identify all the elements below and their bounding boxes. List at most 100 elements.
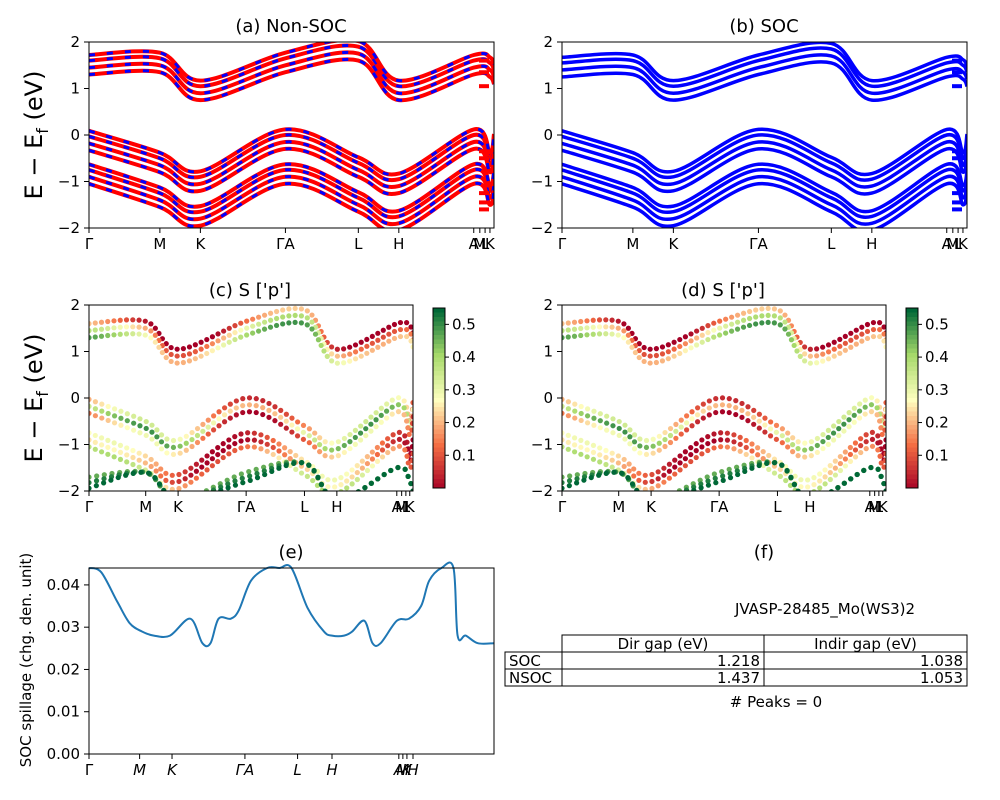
- scatter-point: [565, 399, 571, 405]
- scatter-point: [118, 415, 124, 421]
- scatter-point: [250, 316, 256, 322]
- scatter-point: [344, 471, 350, 477]
- scatter-point: [251, 444, 258, 450]
- scatter-point: [180, 352, 187, 359]
- scatter-point: [874, 398, 880, 404]
- scatter-point: [322, 439, 328, 445]
- scatter-point: [190, 494, 195, 499]
- y-tick-label: 2: [543, 296, 553, 314]
- colorbar-segment: [906, 402, 918, 408]
- scatter-point: [877, 453, 883, 459]
- x-tick-label: K: [878, 498, 889, 516]
- scatter-point: [719, 469, 725, 475]
- scatter-point: [863, 439, 869, 445]
- colorbar-segment: [906, 474, 918, 480]
- scatter-point: [189, 443, 195, 450]
- scatter-point: [655, 476, 661, 482]
- scatter-point: [270, 444, 276, 451]
- scatter-point: [773, 422, 780, 428]
- scatter-point: [751, 407, 757, 413]
- scatter-point: [176, 485, 182, 491]
- x-tick-label: Γ: [85, 498, 94, 516]
- scatter-point: [739, 407, 745, 413]
- scatter-point: [354, 463, 360, 469]
- scatter-point: [373, 417, 379, 423]
- scatter-point: [771, 470, 778, 476]
- scatter-point: [562, 444, 565, 450]
- scatter-point: [137, 416, 143, 422]
- scatter-point: [306, 462, 312, 468]
- scatter-point: [124, 418, 130, 424]
- scatter-point: [341, 449, 347, 456]
- scatter-point: [402, 447, 408, 453]
- scatter-point: [837, 350, 843, 356]
- scatter-point: [724, 437, 731, 443]
- scatter-point: [342, 496, 347, 501]
- scatter-point: [317, 435, 323, 441]
- scatter-point: [567, 473, 573, 479]
- scatter-point: [233, 412, 239, 418]
- scatter-point: [578, 417, 584, 424]
- scatter-point: [705, 440, 711, 447]
- scatter-point: [276, 441, 282, 447]
- scatter-point: [731, 446, 737, 452]
- scatter-point: [143, 418, 149, 425]
- scatter-point: [342, 496, 347, 501]
- scatter-point: [174, 346, 180, 352]
- scatter-point: [158, 473, 164, 479]
- scatter-point: [123, 331, 130, 337]
- scatter-point: [584, 325, 590, 331]
- scatter-point: [694, 328, 700, 334]
- scatter-point: [749, 448, 755, 454]
- scatter-point: [636, 470, 642, 476]
- scatter-point: [689, 423, 695, 429]
- scatter-point: [883, 488, 886, 491]
- scatter-point: [404, 326, 410, 333]
- scatter-point: [743, 437, 749, 444]
- scatter-point: [163, 477, 169, 483]
- scatter-point: [186, 358, 193, 364]
- scatter-point: [822, 481, 828, 487]
- scatter-point: [283, 462, 289, 469]
- scatter-point: [309, 312, 315, 318]
- scatter-point: [578, 444, 584, 450]
- scatter-point: [631, 466, 637, 472]
- scatter-point: [341, 360, 347, 366]
- x-tick-label: Γ: [85, 761, 94, 779]
- scatter-point: [717, 318, 723, 324]
- scatter-point: [226, 451, 232, 457]
- colorbar-segment: [433, 357, 445, 363]
- scatter-point: [597, 459, 603, 465]
- x-tick-label: M: [868, 498, 881, 516]
- scatter-point: [719, 402, 726, 408]
- colorbar-segment: [906, 317, 918, 322]
- scatter-point: [316, 442, 323, 448]
- scatter-point: [352, 349, 359, 355]
- scatter-point: [726, 396, 732, 402]
- scatter-point: [373, 424, 379, 430]
- scatter-point: [261, 319, 268, 325]
- scatter-point: [264, 448, 270, 454]
- scatter-point: [625, 339, 631, 345]
- scatter-point: [253, 403, 259, 409]
- scatter-point: [672, 457, 678, 463]
- colorbar-segment: [433, 308, 445, 313]
- scatter-point: [148, 463, 154, 470]
- scatter-point: [148, 335, 154, 341]
- table-cell-indir: 1.053: [920, 669, 963, 687]
- scatter-point: [841, 414, 847, 420]
- scatter-point: [105, 437, 111, 443]
- scatter-point: [837, 336, 843, 342]
- scatter-point: [565, 439, 571, 445]
- scatter-point: [578, 332, 584, 339]
- scatter-point: [364, 336, 370, 343]
- scatter-point: [226, 325, 232, 331]
- scatter-point: [292, 305, 298, 312]
- scatter-point: [198, 353, 204, 359]
- scatter-point: [825, 356, 832, 362]
- scatter-point: [881, 480, 886, 487]
- scatter-point: [814, 360, 820, 366]
- panel-d-frame: [561, 304, 887, 492]
- scatter-point: [364, 343, 370, 349]
